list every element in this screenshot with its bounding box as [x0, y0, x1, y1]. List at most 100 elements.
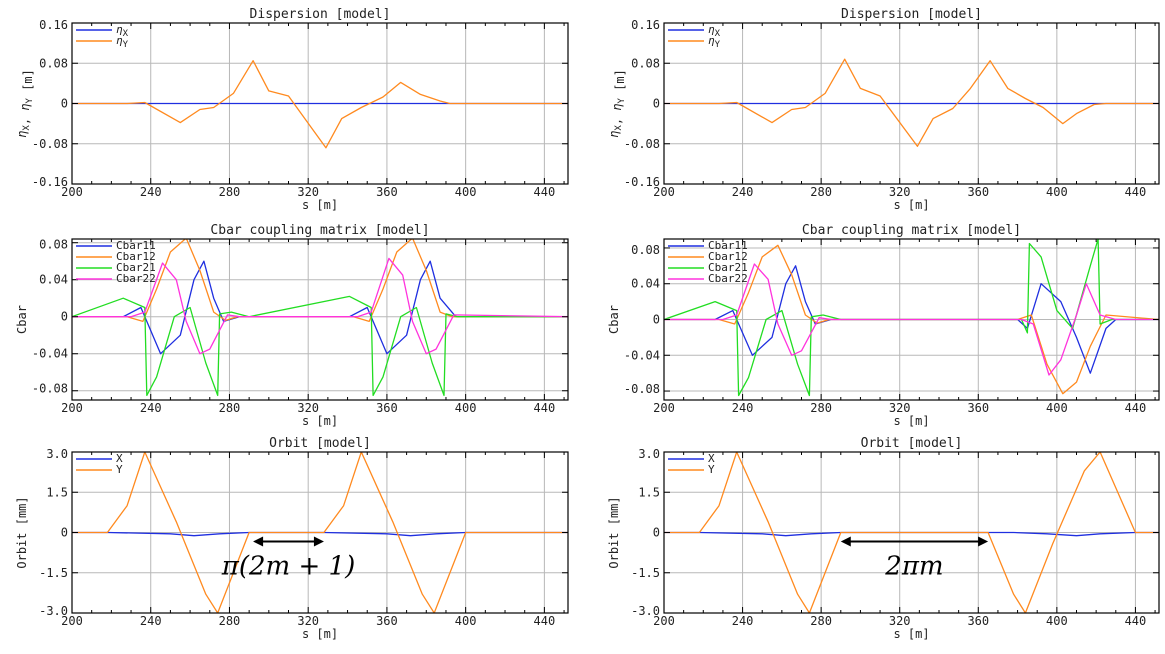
- y-tick-label: 3.0: [46, 447, 68, 461]
- x-tick-label: 360: [376, 401, 398, 415]
- y-tick-label: -3.0: [39, 604, 68, 618]
- chart-title: Cbar coupling matrix [model]: [210, 223, 429, 238]
- x-tick-label: 320: [889, 185, 911, 199]
- x-axis-label: s [m]: [302, 414, 338, 428]
- series-line-cbar22: [664, 263, 1159, 376]
- x-tick-label: 200: [653, 185, 675, 199]
- y-axis-label: ηX, ηY [m]: [607, 69, 627, 138]
- x-tick-label: 240: [732, 401, 754, 415]
- x-tick-label: 240: [140, 185, 162, 199]
- y-tick-label: -0.08: [624, 137, 660, 151]
- y-tick-label: -0.08: [624, 382, 660, 396]
- legend-label: Cbar12: [116, 250, 156, 263]
- chart-title: Cbar coupling matrix [model]: [802, 223, 1021, 238]
- series-line-y: [72, 60, 568, 149]
- legend-label: Y: [708, 463, 715, 476]
- y-axis-label: Orbit [mm]: [15, 496, 29, 568]
- x-tick-label: 320: [297, 401, 319, 415]
- x-axis-label: s [m]: [893, 627, 929, 641]
- x-tick-label: 280: [810, 614, 832, 628]
- x-tick-label: 280: [219, 185, 241, 199]
- y-axis-label: Cbar: [15, 305, 29, 334]
- x-tick-label: 440: [1125, 614, 1147, 628]
- y-tick-label: -0.04: [624, 348, 660, 362]
- y-tick-label: 0.16: [39, 18, 68, 32]
- y-tick-label: -0.04: [32, 347, 68, 361]
- x-tick-label: 400: [1046, 614, 1068, 628]
- legend-label: Y: [116, 463, 123, 476]
- x-tick-label: 200: [61, 401, 83, 415]
- y-tick-label: 0.08: [631, 243, 660, 257]
- x-tick-label: 360: [967, 401, 989, 415]
- plot-frame: [71, 238, 569, 401]
- x-tick-label: 240: [140, 401, 162, 415]
- x-tick-label: 440: [534, 614, 556, 628]
- y-axis-label: Cbar: [607, 305, 621, 334]
- x-tick-label: 360: [376, 614, 398, 628]
- y-tick-label: 0.04: [631, 277, 660, 291]
- x-tick-label: 360: [967, 614, 989, 628]
- legend-label: ηX: [116, 23, 129, 39]
- x-axis-label: s [m]: [893, 198, 929, 212]
- y-tick-label: -0.16: [32, 175, 68, 189]
- y-tick-label: 0: [653, 313, 660, 327]
- y-tick-label: -0.16: [624, 175, 660, 189]
- y-tick-label: -0.08: [32, 382, 68, 396]
- x-axis-label: s [m]: [302, 198, 338, 212]
- x-tick-label: 440: [1125, 401, 1147, 415]
- y-tick-label: -1.5: [39, 566, 68, 580]
- x-tick-label: 240: [732, 185, 754, 199]
- arrow-head-right: [978, 536, 989, 547]
- x-tick-label: 320: [889, 614, 911, 628]
- y-tick-label: 0.04: [39, 273, 68, 287]
- x-tick-label: 440: [534, 401, 556, 415]
- annotation-label: 2πm: [884, 552, 943, 582]
- legend-label: Cbar22: [116, 272, 156, 285]
- legend-label: ηX: [708, 23, 721, 39]
- x-tick-label: 360: [967, 185, 989, 199]
- y-tick-label: -0.08: [32, 137, 68, 151]
- x-tick-label: 200: [653, 614, 675, 628]
- y-tick-label: 0: [61, 310, 68, 324]
- arrow-head-left: [840, 536, 851, 547]
- y-tick-label: 0: [653, 97, 660, 111]
- x-tick-label: 360: [376, 185, 398, 199]
- annotation-label: π(2m + 1): [221, 552, 355, 582]
- series-line-cbar12: [664, 244, 1159, 395]
- legend-label: Cbar21: [116, 261, 156, 274]
- legend-label: X: [708, 452, 715, 465]
- x-tick-label: 280: [219, 614, 241, 628]
- legend-label: Cbar12: [708, 250, 748, 263]
- y-axis-label: ηX, ηY [m]: [15, 69, 35, 138]
- chart-title: Orbit [model]: [269, 436, 371, 451]
- series-line-y: [664, 452, 1159, 613]
- chart-panel-right-cbar: Cbar coupling matrix [model] 200 240 280 320…: [607, 223, 1160, 428]
- x-tick-label: 240: [140, 614, 162, 628]
- legend-label: ηY: [708, 34, 721, 50]
- x-tick-label: 200: [61, 614, 83, 628]
- annotation-arrow: [840, 536, 989, 547]
- legend-label: Cbar11: [708, 239, 748, 252]
- x-tick-label: 200: [653, 401, 675, 415]
- y-tick-label: 3.0: [638, 447, 660, 461]
- chart-panel-right-orbit: Orbit [model] 200 240 280 320 360 400 440 -3.0 -1…: [607, 436, 1160, 641]
- chart-title: Dispersion [model]: [841, 7, 982, 22]
- x-tick-label: 280: [810, 401, 832, 415]
- legend-label: X: [116, 452, 123, 465]
- chart-title: Orbit [model]: [861, 436, 963, 451]
- series-line-y: [72, 452, 568, 613]
- x-tick-label: 400: [455, 185, 477, 199]
- x-tick-label: 440: [534, 185, 556, 199]
- legend-label: Cbar11: [116, 239, 156, 252]
- arrow-head-left: [253, 536, 264, 547]
- y-axis-label: Orbit [mm]: [607, 496, 621, 568]
- chart-panel-left-dispersion: Dispersion [model] 200 240 280 320 360 400 440 -…: [15, 7, 569, 212]
- arrow-head-right: [313, 536, 324, 547]
- x-tick-label: 320: [297, 614, 319, 628]
- x-tick-label: 200: [61, 185, 83, 199]
- y-tick-label: 0.08: [39, 56, 68, 70]
- series-line-cbar22: [72, 257, 568, 355]
- legend-label: ηY: [116, 34, 129, 50]
- x-tick-label: 400: [1046, 401, 1068, 415]
- y-tick-label: 0.08: [39, 238, 68, 252]
